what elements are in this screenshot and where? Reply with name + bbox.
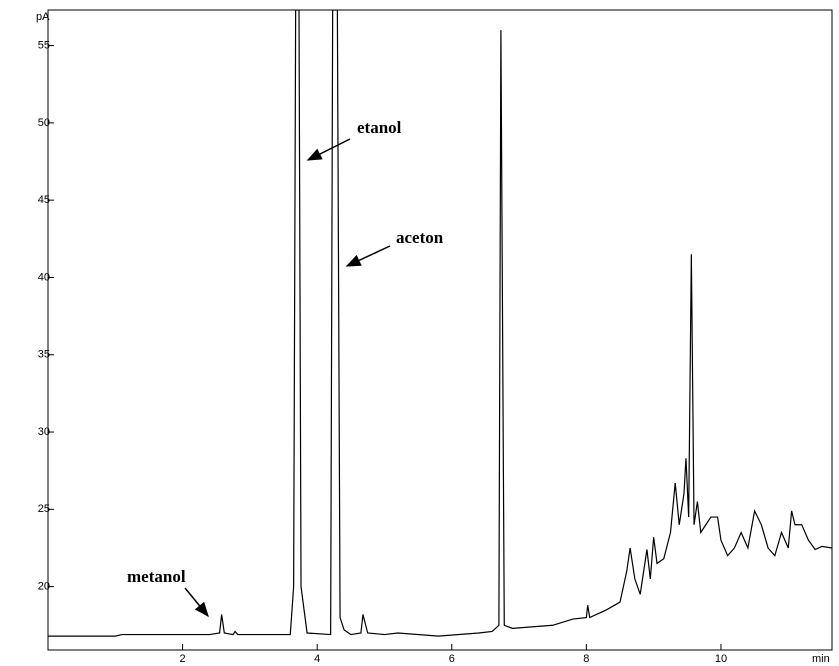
- x-tick-label: 10: [715, 653, 727, 665]
- arrow: [306, 138, 351, 161]
- y-tick-label: 35: [38, 349, 50, 361]
- y-tick-label: 30: [38, 426, 50, 438]
- x-tick-label: 4: [314, 653, 320, 665]
- y-tick-label: 20: [38, 581, 50, 593]
- arrow: [345, 245, 391, 267]
- chromatogram-line: [48, 10, 832, 637]
- y-tick-label: 50: [38, 117, 50, 129]
- y-tick-label: 40: [38, 271, 50, 283]
- arrow: [184, 587, 209, 618]
- y-tick-label: 25: [38, 503, 50, 515]
- y-tick-label: 45: [38, 194, 50, 206]
- y-tick-label: 55: [38, 39, 50, 51]
- x-tick-label: 6: [449, 653, 455, 665]
- annotation: aceton: [396, 228, 444, 247]
- annotation: etanol: [357, 118, 402, 137]
- annotation: metanol: [127, 567, 186, 586]
- x-tick-label: 2: [180, 653, 186, 665]
- plot-frame: [47, 9, 833, 651]
- y-axis-label: pA: [36, 11, 50, 23]
- x-axis-label: min: [812, 653, 830, 665]
- x-tick-label: 8: [583, 653, 589, 665]
